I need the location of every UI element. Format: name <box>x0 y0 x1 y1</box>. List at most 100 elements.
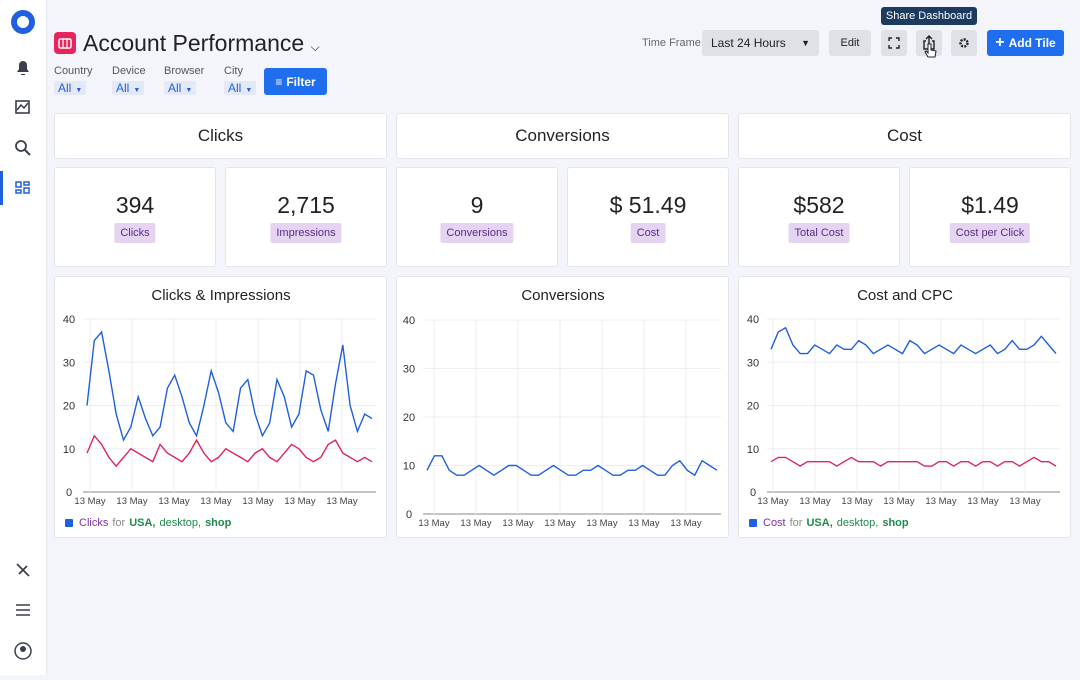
series-line <box>86 434 373 468</box>
filter-label: Browser <box>164 65 205 77</box>
edit-button[interactable]: Edit <box>829 30 871 56</box>
filter-value-text: All <box>168 81 182 95</box>
series-line <box>770 456 1057 467</box>
dashboard-icon <box>54 32 76 54</box>
profile-icon[interactable] <box>14 642 32 660</box>
chart-card: Conversions 0 10 20 30 40 13 May 13 May 13 May 13… <box>396 276 729 538</box>
filter-button[interactable]: ≡ Filter <box>264 68 327 95</box>
legend-for: for <box>789 517 803 529</box>
profile-icon-head <box>20 646 26 652</box>
x-tick-label: 13 May <box>925 496 956 507</box>
y-tick-label: 10 <box>63 444 75 456</box>
filter-value[interactable]: All ▼ <box>54 81 87 95</box>
legend-filter: shop <box>882 517 909 529</box>
filter-value[interactable]: All ▼ <box>164 81 197 95</box>
x-tick-label: 13 May <box>586 518 617 529</box>
legend-filter: USA, <box>129 517 156 529</box>
y-tick-label: 30 <box>63 357 75 369</box>
kpi-value: $1.49 <box>961 192 1019 218</box>
legend-filter: desktop, <box>159 517 202 529</box>
filter-label: City <box>224 65 243 77</box>
search-icon-handle <box>24 149 31 156</box>
kpi-label: Clicks <box>114 223 156 243</box>
y-tick-label: 30 <box>403 364 415 376</box>
x-tick-label: 13 May <box>502 518 533 529</box>
dashboard-title[interactable]: Account Performance ⌵ <box>83 30 320 57</box>
line-chart: Clicks & Impressions 0 10 20 30 40 13 May 13 Ma… <box>63 287 376 507</box>
legend-filter: desktop, <box>836 517 879 529</box>
plus-icon: + <box>995 34 1005 51</box>
kpi-card: $1.49 Cost per Click <box>909 167 1071 267</box>
fullscreen-button[interactable] <box>881 30 907 56</box>
settings-icon[interactable] <box>16 604 30 616</box>
y-tick-label: 40 <box>63 314 75 326</box>
filter-value[interactable]: All ▼ <box>112 81 145 95</box>
kpi-card: $ 51.49 Cost <box>567 167 729 267</box>
charts-icon[interactable] <box>15 100 30 114</box>
kpi-card: 9 Conversions <box>396 167 558 267</box>
x-tick-label: 13 May <box>284 496 315 507</box>
x-tick-label: 13 May <box>670 518 701 529</box>
y-tick-label: 10 <box>403 461 415 473</box>
notifications-icon[interactable] <box>17 61 29 75</box>
active-indicator <box>0 171 3 205</box>
sidebar-icons <box>0 10 35 660</box>
legend-series: Clicks <box>79 517 109 529</box>
charts-icon-line <box>16 102 29 111</box>
time-frame-value: Last 24 Hours <box>711 36 786 50</box>
kpi-label: Cost <box>630 223 666 243</box>
tooltip: Share Dashboard <box>881 7 977 25</box>
kpi-label: Conversions <box>440 223 514 243</box>
y-tick-label: 0 <box>406 509 412 521</box>
x-tick-label: 13 May <box>460 518 491 529</box>
y-tick-label: 20 <box>403 412 415 424</box>
series-line <box>426 455 718 477</box>
logo-inner <box>17 16 29 28</box>
y-tick-label: 20 <box>63 401 75 413</box>
kpi-card: 394 Clicks <box>54 167 216 267</box>
kpi-value: $582 <box>793 192 845 218</box>
x-tick-label: 13 May <box>544 518 575 529</box>
y-tick-label: 40 <box>403 315 415 327</box>
x-tick-label: 13 May <box>1009 496 1040 507</box>
integrations-icon[interactable] <box>16 563 30 577</box>
dashboard-icon-glyph <box>58 38 72 49</box>
chart-card: Clicks & Impressions 0 10 20 30 40 13 May 13 Ma… <box>54 276 387 538</box>
filter-label: Device <box>112 65 146 77</box>
legend-checkbox[interactable] <box>749 519 757 527</box>
legend-series: Cost <box>763 517 786 529</box>
line-chart: Cost and CPC 0 10 20 30 40 13 May 13 May 13 May 1… <box>747 287 1060 507</box>
kpi-value: 2,715 <box>277 192 335 218</box>
filter-caret: ▼ <box>133 87 141 94</box>
search-icon[interactable] <box>15 140 27 152</box>
x-tick-label: 13 May <box>757 496 788 507</box>
dashboards-icon[interactable] <box>15 181 30 194</box>
x-tick-label: 13 May <box>628 518 659 529</box>
filter-value[interactable]: All ▼ <box>224 81 257 95</box>
x-tick-label: 13 May <box>74 496 105 507</box>
legend: Cost for USA, desktop, shop <box>749 517 909 529</box>
legend-for: for <box>112 517 126 529</box>
kpi-card: 2,715 Impressions <box>225 167 387 267</box>
y-tick-label: 20 <box>747 401 759 413</box>
filter-label: Country <box>54 65 93 77</box>
y-tick-label: 10 <box>747 444 759 456</box>
chart-title: Conversions <box>521 287 604 304</box>
filter-caret: ▼ <box>185 87 193 94</box>
y-tick-label: 40 <box>747 314 759 326</box>
kpi-card: $582 Total Cost <box>738 167 900 267</box>
x-tick-label: 13 May <box>326 496 357 507</box>
time-frame-select[interactable]: Last 24 Hours ▼ <box>702 30 819 56</box>
filter-icon: ≡ <box>275 74 283 89</box>
fullscreen-icon <box>888 37 900 49</box>
x-tick-label: 13 May <box>200 496 231 507</box>
filter-value-text: All <box>116 81 130 95</box>
settings-button[interactable] <box>951 30 977 56</box>
add-tile-button[interactable]: + Add Tile <box>987 30 1064 56</box>
x-tick-label: 13 May <box>841 496 872 507</box>
sidebar <box>0 0 47 675</box>
filter-value-text: All <box>58 81 72 95</box>
legend-checkbox[interactable] <box>65 519 73 527</box>
cursor <box>924 43 937 58</box>
filter-button-label: Filter <box>286 74 316 89</box>
